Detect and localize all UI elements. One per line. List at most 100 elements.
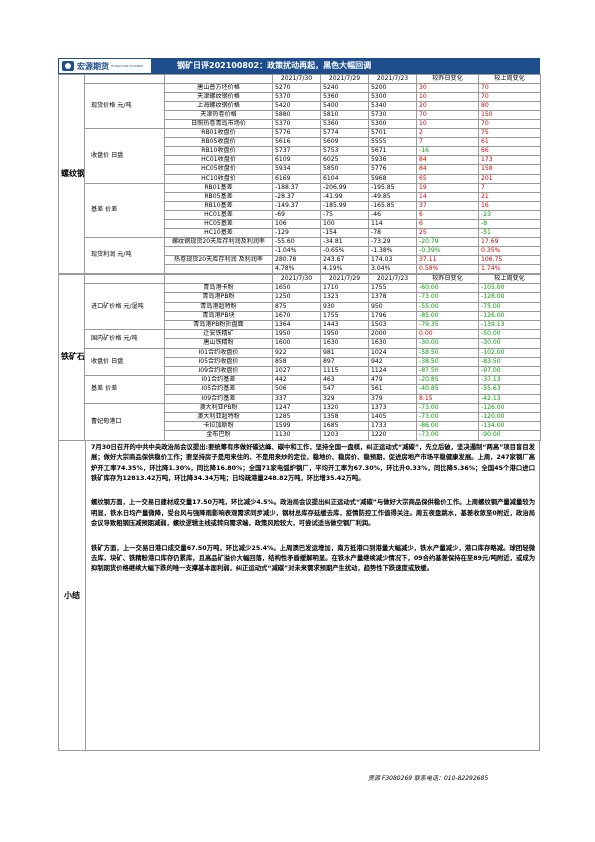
row-item-name: RB10基差 (164, 200, 273, 211)
value-cell: -188.37 (272, 182, 321, 193)
value-cell: 1600 (272, 338, 321, 349)
value-cell: 5300 (368, 119, 417, 130)
week-change-cell: -97.00 (478, 366, 541, 377)
table-row: 收盘价 日盘 I01合约收盘价 922 981 1024 -58.50 -102.00 (59, 347, 541, 377)
value-cell: 5753 (320, 146, 369, 157)
table-row: I09合约收盘价 1027 1115 1124 -87.50 -97.00 (59, 366, 541, 377)
week-change-cell: 17.69 (478, 236, 541, 247)
value-cell: 930 (320, 301, 369, 312)
table-row: HC01收盘价 6109 6025 5936 84 173 (59, 155, 541, 166)
value-cell: -73.29 (368, 236, 417, 247)
value-cell: 5370 (272, 92, 321, 103)
value-cell: 114 (368, 218, 417, 229)
week-change-cell: -102.00 (478, 347, 541, 358)
row-item-name: HC05收盘价 (164, 164, 273, 175)
day-change-cell: 0.58% (416, 263, 479, 275)
row-item-name: 澳大利亚超特粉 (164, 412, 273, 423)
week-change-cell: -105.00 (478, 283, 541, 294)
value-cell: 379 (368, 393, 417, 404)
value-cell: -206.99 (320, 182, 369, 193)
value-cell: 1220 (368, 430, 417, 441)
value-cell: 1670 (272, 310, 321, 322)
ore-table: 铁矿石 2021/7/30 2021/7/29 2021/7/23 较昨日变化 较上周变化… (58, 274, 541, 441)
day-change-cell: 84 (416, 155, 479, 166)
value-cell: -69 (272, 209, 321, 220)
value-cell: 5360 (320, 92, 369, 103)
value-cell: 329 (320, 393, 369, 404)
group-label: 曹妃甸港口 (84, 402, 165, 441)
table-row: 收盘价 日盘 RB01收盘价 5776 5774 5701 2 75 (59, 128, 541, 184)
table-row: 金布巴粉 1130 1203 1220 -73.00 -90.00 (59, 430, 541, 441)
value-cell: 5400 (320, 101, 369, 112)
value-cell: 243.67 (320, 254, 369, 265)
value-cell: 1364 (272, 320, 321, 331)
week-change-cell: 80 (478, 101, 541, 112)
column-header: 较上周变化 (478, 73, 541, 85)
week-change-cell: 150 (478, 110, 541, 121)
row-item-name: 迁安铁精矿 (164, 329, 273, 340)
value-cell: 1124 (368, 366, 417, 377)
column-header: 较上周变化 (478, 274, 541, 285)
value-cell: 5850 (320, 164, 369, 175)
report-header: 宏源期货 HONGYUAN FUTURES 钢矿日评202100802：政策扰动… (58, 58, 540, 74)
day-change-cell: 6 (416, 218, 479, 229)
steel-table: 螺纹钢 2021/7/30 2021/7/29 2021/7/23 较昨日变化 较上周变化… (58, 73, 541, 275)
row-item-name: I09合约基差 (164, 393, 273, 404)
value-cell: 506 (272, 384, 321, 395)
value-cell: 1320 (320, 402, 369, 414)
table-row: 卡拉加斯粉 1599 1685 1733 -86.00 -134.00 (59, 421, 541, 432)
header-blank (164, 73, 273, 85)
summary-section: 小结 7月30日召开的中共中央政治局会议提出:要统筹有序做好碳达峰、碳中和工作，… (58, 440, 540, 751)
group-label: 收盘价 日盘 (84, 128, 165, 184)
row-item-name (164, 245, 273, 256)
summary-paragraph-steel: 螺纹钢方面，上一交易日建材成交量17.50万吨，环比减少4.5%。政治局会议提出… (91, 499, 535, 528)
group-label: 现货价格 元/吨 (84, 83, 165, 130)
row-item-name: I09合约收盘价 (164, 366, 273, 377)
week-change-cell: -83.50 (478, 356, 541, 368)
value-cell: 1405 (368, 412, 417, 423)
value-cell: 858 (272, 356, 321, 368)
value-cell: 5776 (272, 128, 321, 139)
row-item-name: 青岛港PB块 (164, 310, 273, 322)
value-cell: 5671 (368, 146, 417, 157)
value-cell: 463 (320, 375, 369, 386)
row-item-name: I05合约基差 (164, 384, 273, 395)
day-change-cell: 8.15 (416, 393, 479, 404)
day-change-cell: -87.50 (416, 366, 479, 377)
day-change-cell: -73.00 (416, 412, 479, 423)
day-change-cell: 0.00 (416, 329, 479, 340)
value-cell: 5730 (368, 110, 417, 121)
value-cell: 106 (272, 218, 321, 229)
day-change-cell: 19 (416, 182, 479, 193)
day-change-cell: -86.00 (416, 421, 479, 432)
week-change-cell: -120.00 (478, 412, 541, 423)
value-cell: -149.37 (272, 200, 321, 211)
group-label: 基差 价差 (84, 182, 165, 238)
row-item-name: 日照热卷青岛市场价 (164, 119, 273, 130)
day-change-cell: 7 (416, 137, 479, 148)
day-change-cell: 37 (416, 200, 479, 211)
row-item-name: 卡拉加斯粉 (164, 421, 273, 432)
day-change-cell: 2 (416, 128, 479, 139)
day-change-cell: 10 (416, 92, 479, 103)
header-blank (84, 73, 165, 85)
value-cell: -1.38% (368, 245, 417, 256)
day-change-cell: 84 (416, 164, 479, 175)
value-cell: 5737 (272, 146, 321, 157)
value-cell: 1250 (272, 292, 321, 303)
table-row: 进口矿价格 元/湿吨 青岛港卡粉 1650 1710 1755 -60.00 -105.00 (59, 283, 541, 331)
day-change-cell: -0.39% (416, 245, 479, 256)
day-change-cell: -79.35 (416, 320, 479, 331)
value-cell: 5774 (320, 128, 369, 139)
value-cell: 1685 (320, 421, 369, 432)
value-cell: 5968 (368, 173, 417, 184)
group-label: 收盘价 日盘 (84, 347, 165, 377)
value-cell: 5934 (272, 164, 321, 175)
logo-emblem-icon (62, 61, 74, 71)
week-change-cell: -51 (478, 227, 541, 238)
value-cell: 1950 (272, 329, 321, 340)
row-item-name: HC10收盘价 (164, 173, 273, 184)
day-change-cell: 20 (416, 101, 479, 112)
column-header: 2021/7/23 (368, 274, 417, 285)
week-change-cell: -8 (478, 218, 541, 229)
